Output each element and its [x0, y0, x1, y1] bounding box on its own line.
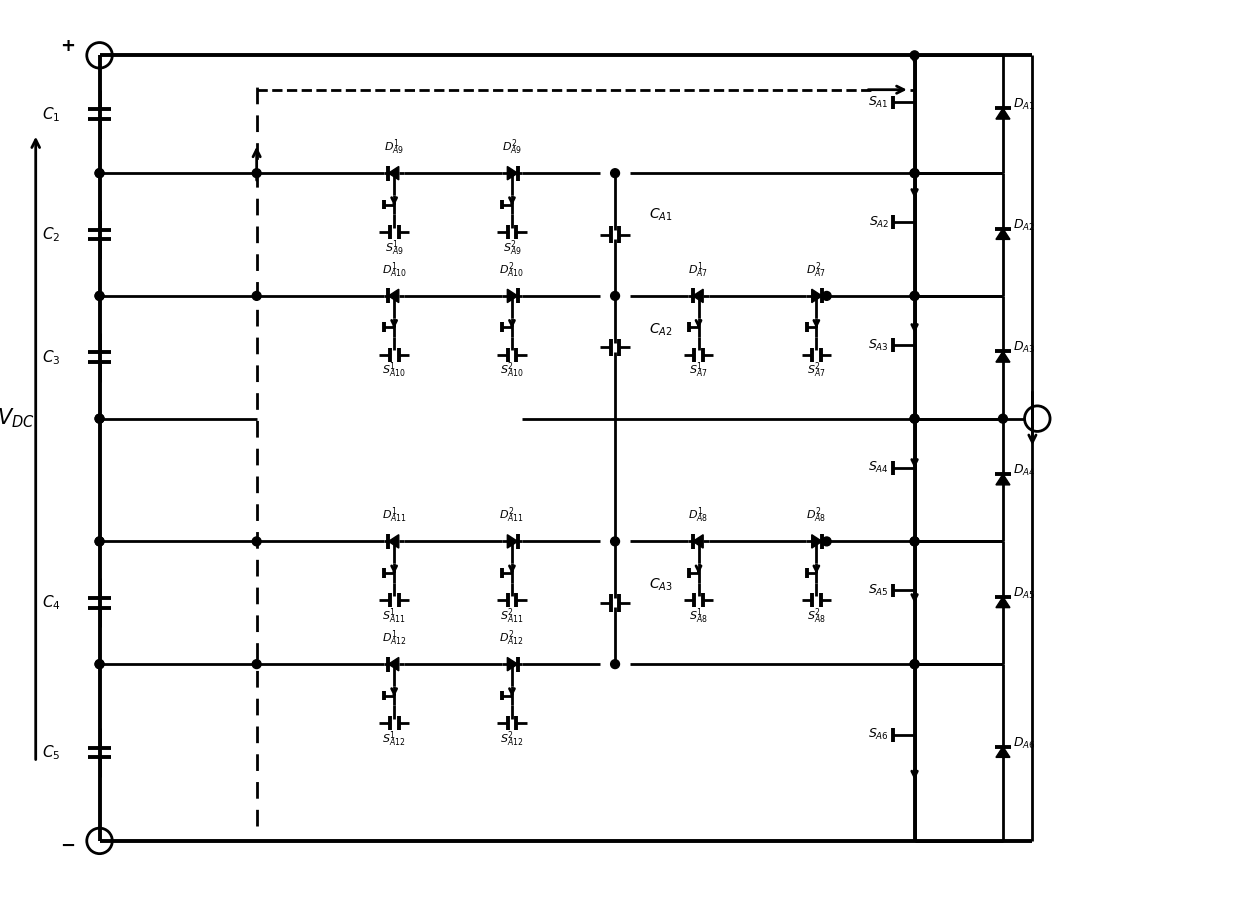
Circle shape	[95, 660, 104, 668]
Text: +: +	[61, 36, 76, 54]
Text: $D_{A8}^{1}$: $D_{A8}^{1}$	[688, 506, 709, 525]
Text: $S_{A8}^{2}$: $S_{A8}^{2}$	[807, 607, 826, 626]
Text: $S_{A5}$: $S_{A5}$	[868, 583, 889, 598]
Text: $C_5$: $C_5$	[42, 743, 61, 762]
Polygon shape	[996, 108, 1009, 119]
Text: $D_{A9}^{2}$: $D_{A9}^{2}$	[502, 137, 522, 157]
Polygon shape	[507, 290, 517, 302]
Circle shape	[95, 291, 104, 301]
Text: $C_{A1}$: $C_{A1}$	[650, 206, 673, 222]
Text: $D_{A11}^{1}$: $D_{A11}^{1}$	[382, 506, 407, 525]
Circle shape	[910, 291, 919, 301]
Circle shape	[95, 537, 104, 546]
Text: $C_1$: $C_1$	[42, 105, 61, 123]
Text: $D_{A9}^{1}$: $D_{A9}^{1}$	[384, 137, 404, 157]
Text: $D_{A5}$: $D_{A5}$	[1013, 586, 1035, 601]
Polygon shape	[996, 474, 1009, 485]
Circle shape	[95, 660, 104, 668]
Text: $D_{A3}$: $D_{A3}$	[1013, 340, 1035, 355]
Polygon shape	[812, 290, 822, 302]
Polygon shape	[996, 746, 1009, 757]
Polygon shape	[507, 657, 517, 671]
Circle shape	[95, 291, 104, 301]
Circle shape	[910, 414, 919, 423]
Text: $S_{A7}^{2}$: $S_{A7}^{2}$	[807, 360, 826, 380]
Text: $S_{A12}^{2}$: $S_{A12}^{2}$	[500, 729, 523, 748]
Polygon shape	[996, 229, 1009, 240]
Circle shape	[252, 291, 262, 301]
Circle shape	[910, 660, 919, 668]
Text: $C_{A2}$: $C_{A2}$	[650, 321, 673, 338]
Circle shape	[95, 169, 104, 178]
Polygon shape	[388, 166, 399, 180]
Text: $D_{A7}^{1}$: $D_{A7}^{1}$	[688, 260, 708, 280]
Circle shape	[610, 291, 620, 301]
Text: $C_2$: $C_2$	[42, 225, 61, 244]
Text: $S_{A9}^{1}$: $S_{A9}^{1}$	[384, 238, 403, 258]
Text: $V_{DC}$: $V_{DC}$	[0, 407, 35, 430]
Circle shape	[610, 660, 620, 668]
Circle shape	[95, 414, 104, 423]
Circle shape	[610, 537, 620, 546]
Polygon shape	[996, 597, 1009, 607]
Circle shape	[95, 414, 104, 423]
Text: $S_{A10}^{1}$: $S_{A10}^{1}$	[382, 360, 405, 380]
Text: $D_{A4}$: $D_{A4}$	[1013, 463, 1035, 478]
Text: $S_{A12}^{1}$: $S_{A12}^{1}$	[382, 729, 405, 748]
Polygon shape	[812, 535, 822, 548]
Circle shape	[910, 414, 919, 423]
Circle shape	[610, 169, 620, 178]
Polygon shape	[507, 535, 517, 548]
Circle shape	[910, 291, 919, 301]
Circle shape	[95, 169, 104, 178]
Text: $S_{A7}^{1}$: $S_{A7}^{1}$	[689, 360, 708, 380]
Circle shape	[910, 537, 919, 546]
Text: $D_{A12}^{2}$: $D_{A12}^{2}$	[500, 628, 525, 648]
Polygon shape	[996, 351, 1009, 362]
Text: $S_{A3}$: $S_{A3}$	[868, 338, 889, 352]
Text: $D_{A7}^{2}$: $D_{A7}^{2}$	[806, 260, 826, 280]
Polygon shape	[388, 290, 399, 302]
Polygon shape	[388, 657, 399, 671]
Circle shape	[252, 537, 262, 546]
Circle shape	[95, 537, 104, 546]
Text: $D_{A11}^{2}$: $D_{A11}^{2}$	[500, 506, 525, 525]
Text: $D_{A6}$: $D_{A6}$	[1013, 735, 1035, 751]
Text: $D_{A1}$: $D_{A1}$	[1013, 97, 1035, 113]
Circle shape	[910, 169, 919, 178]
Text: $S_{A4}$: $S_{A4}$	[868, 460, 889, 475]
Text: $C_{A3}$: $C_{A3}$	[650, 577, 673, 593]
Circle shape	[998, 414, 1007, 423]
Text: $D_{A12}^{1}$: $D_{A12}^{1}$	[382, 628, 407, 648]
Text: $S_{A11}^{2}$: $S_{A11}^{2}$	[500, 607, 523, 626]
Circle shape	[822, 291, 831, 301]
Text: $S_{A8}^{1}$: $S_{A8}^{1}$	[689, 607, 708, 626]
Circle shape	[910, 660, 919, 668]
Text: $C_4$: $C_4$	[41, 594, 61, 612]
Text: $S_{A10}^{2}$: $S_{A10}^{2}$	[500, 360, 523, 380]
Text: $D_{A8}^{2}$: $D_{A8}^{2}$	[806, 506, 827, 525]
Text: $S_{A2}$: $S_{A2}$	[868, 214, 889, 230]
Text: $S_{A6}$: $S_{A6}$	[868, 727, 889, 743]
Polygon shape	[693, 535, 703, 548]
Circle shape	[910, 51, 919, 60]
Text: $D_{A10}^{2}$: $D_{A10}^{2}$	[500, 260, 525, 280]
Text: $D_{A10}^{1}$: $D_{A10}^{1}$	[382, 260, 407, 280]
Polygon shape	[388, 535, 399, 548]
Circle shape	[910, 537, 919, 546]
Text: $S_{A11}^{1}$: $S_{A11}^{1}$	[382, 607, 405, 626]
Circle shape	[252, 169, 262, 178]
Circle shape	[822, 537, 831, 546]
Text: $S_{A1}$: $S_{A1}$	[868, 95, 889, 110]
Text: $C_3$: $C_3$	[42, 348, 61, 367]
Polygon shape	[507, 166, 517, 180]
Circle shape	[910, 169, 919, 178]
Text: −: −	[61, 837, 76, 854]
Text: $S_{A9}^{2}$: $S_{A9}^{2}$	[502, 238, 521, 258]
Circle shape	[252, 660, 262, 668]
Polygon shape	[693, 290, 703, 302]
Text: $D_{A2}$: $D_{A2}$	[1013, 218, 1035, 232]
